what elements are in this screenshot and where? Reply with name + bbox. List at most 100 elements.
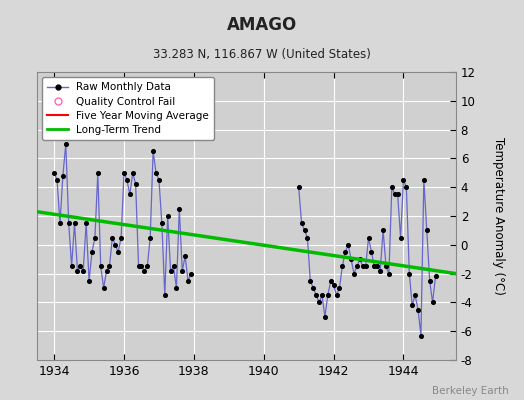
Point [326, 278, 335, 284]
Point [62, 141, 70, 147]
Point [73, 268, 82, 274]
Point [79, 268, 88, 274]
Point [344, 242, 352, 248]
Point [111, 242, 119, 248]
Text: AMAGO: AMAGO [227, 16, 297, 34]
Point [152, 170, 160, 176]
Point [309, 285, 318, 291]
Point [120, 170, 128, 176]
Point [358, 263, 367, 270]
Point [324, 292, 332, 298]
Point [53, 177, 61, 183]
Text: Berkeley Earth: Berkeley Earth [432, 386, 508, 396]
Point [158, 220, 166, 226]
Point [68, 263, 76, 270]
Point [108, 234, 116, 241]
Point [338, 263, 346, 270]
Point [134, 263, 143, 270]
Point [88, 249, 96, 255]
Point [181, 253, 189, 260]
Point [300, 227, 309, 234]
Point [306, 278, 314, 284]
Point [117, 234, 125, 241]
Point [422, 227, 431, 234]
Point [187, 270, 195, 277]
Point [362, 263, 370, 270]
Point [332, 292, 341, 298]
Point [373, 263, 381, 270]
Point [184, 278, 192, 284]
Point [408, 302, 417, 308]
Point [94, 170, 102, 176]
Point [155, 177, 163, 183]
Y-axis label: Temperature Anomaly (°C): Temperature Anomaly (°C) [493, 137, 506, 295]
Point [385, 270, 393, 277]
Point [175, 206, 183, 212]
Point [388, 184, 396, 190]
Point [414, 306, 422, 313]
Point [294, 184, 303, 190]
Point [321, 314, 329, 320]
Point [318, 292, 326, 298]
Point [429, 299, 437, 306]
Point [96, 263, 105, 270]
Point [367, 249, 376, 255]
Point [399, 177, 408, 183]
Point [353, 263, 361, 270]
Point [50, 170, 58, 176]
Point [396, 234, 405, 241]
Text: 33.283 N, 116.867 W (United States): 33.283 N, 116.867 W (United States) [153, 48, 371, 61]
Point [64, 220, 73, 226]
Point [405, 270, 413, 277]
Point [431, 273, 440, 280]
Point [330, 282, 338, 288]
Point [425, 278, 434, 284]
Point [172, 285, 181, 291]
Point [102, 268, 111, 274]
Point [341, 249, 350, 255]
Point [420, 177, 428, 183]
Point [123, 177, 131, 183]
Point [140, 268, 149, 274]
Point [146, 234, 155, 241]
Point [163, 213, 172, 219]
Point [149, 148, 157, 154]
Point [91, 234, 99, 241]
Point [417, 332, 425, 339]
Point [105, 263, 114, 270]
Legend: Raw Monthly Data, Quality Control Fail, Five Year Moving Average, Long-Term Tren: Raw Monthly Data, Quality Control Fail, … [42, 77, 214, 140]
Point [394, 191, 402, 198]
Point [364, 234, 373, 241]
Point [178, 268, 187, 274]
Point [335, 285, 344, 291]
Point [402, 184, 411, 190]
Point [143, 263, 151, 270]
Point [356, 256, 364, 262]
Point [56, 220, 64, 226]
Point [167, 268, 175, 274]
Point [379, 227, 387, 234]
Point [411, 292, 419, 298]
Point [70, 220, 79, 226]
Point [312, 292, 320, 298]
Point [303, 234, 312, 241]
Point [82, 220, 90, 226]
Point [390, 191, 399, 198]
Point [382, 263, 390, 270]
Point [169, 263, 178, 270]
Point [350, 270, 358, 277]
Point [132, 181, 140, 188]
Point [85, 278, 93, 284]
Point [76, 263, 84, 270]
Point [315, 299, 323, 306]
Point [347, 256, 355, 262]
Point [160, 292, 169, 298]
Point [376, 268, 385, 274]
Point [298, 220, 306, 226]
Point [114, 249, 123, 255]
Point [128, 170, 137, 176]
Point [100, 285, 108, 291]
Point [137, 263, 146, 270]
Point [126, 191, 134, 198]
Point [370, 263, 378, 270]
